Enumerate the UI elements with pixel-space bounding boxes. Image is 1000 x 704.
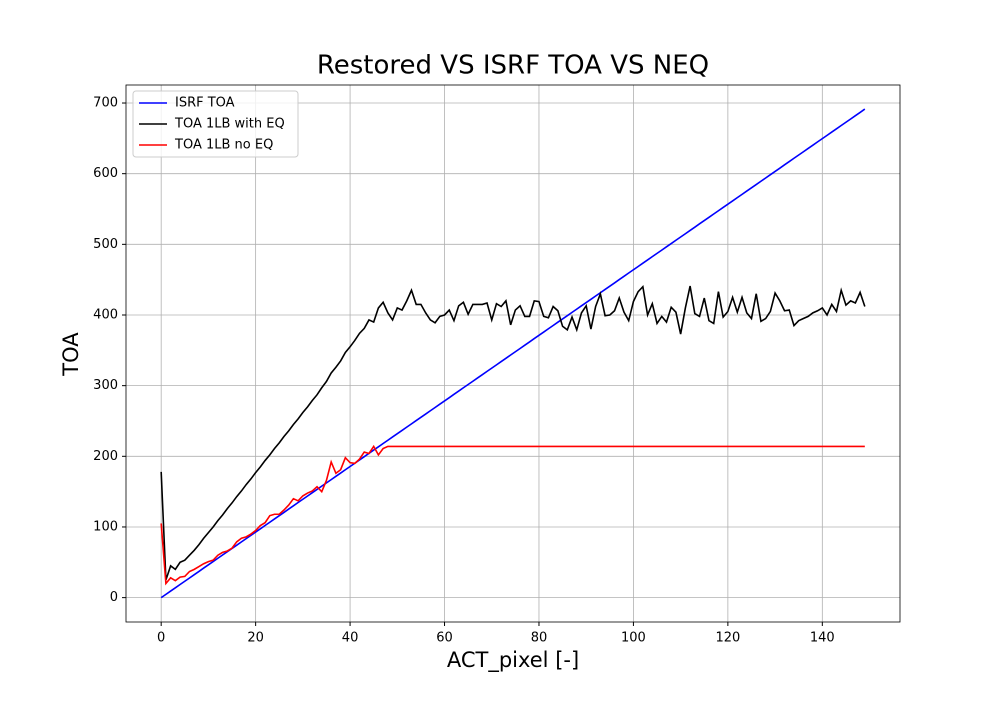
data-line: [160, 285, 866, 581]
y-tick-label: 400: [93, 307, 118, 322]
data-line: [160, 108, 866, 599]
x-tick-label: 60: [436, 631, 453, 646]
y-axis-label: TOA: [59, 332, 83, 377]
y-tick-label: 200: [93, 449, 118, 464]
legend-label: TOA 1LB no EQ: [174, 138, 273, 153]
y-tick-label: 300: [93, 378, 118, 393]
x-tick-label: 80: [531, 631, 548, 646]
x-axis-label: ACT_pixel [-]: [447, 648, 579, 673]
y-tick-label: 600: [93, 166, 118, 181]
x-tick-label: 140: [810, 631, 835, 646]
legend-label: TOA 1LB with EQ: [174, 117, 285, 132]
y-tick-label: 0: [110, 590, 118, 605]
x-tick-label: 0: [157, 631, 165, 646]
x-tick-label: 100: [621, 631, 646, 646]
y-tick-label: 700: [93, 96, 118, 111]
legend-box: [132, 90, 299, 158]
chart-title: Restored VS ISRF TOA VS NEQ: [317, 51, 709, 81]
legend: ISRF TOA TOA 1LB with EQ TOA 1LB no EQ: [132, 90, 299, 158]
y-tick-label: 500: [93, 237, 118, 252]
x-tick-label: 40: [342, 631, 359, 646]
y-tick-label: 100: [93, 519, 118, 534]
axes-frame: [125, 84, 901, 623]
x-tick-label: 20: [247, 631, 264, 646]
x-tick-label: 120: [715, 631, 740, 646]
data-line: [160, 444, 865, 586]
legend-label: ISRF TOA: [175, 96, 235, 111]
